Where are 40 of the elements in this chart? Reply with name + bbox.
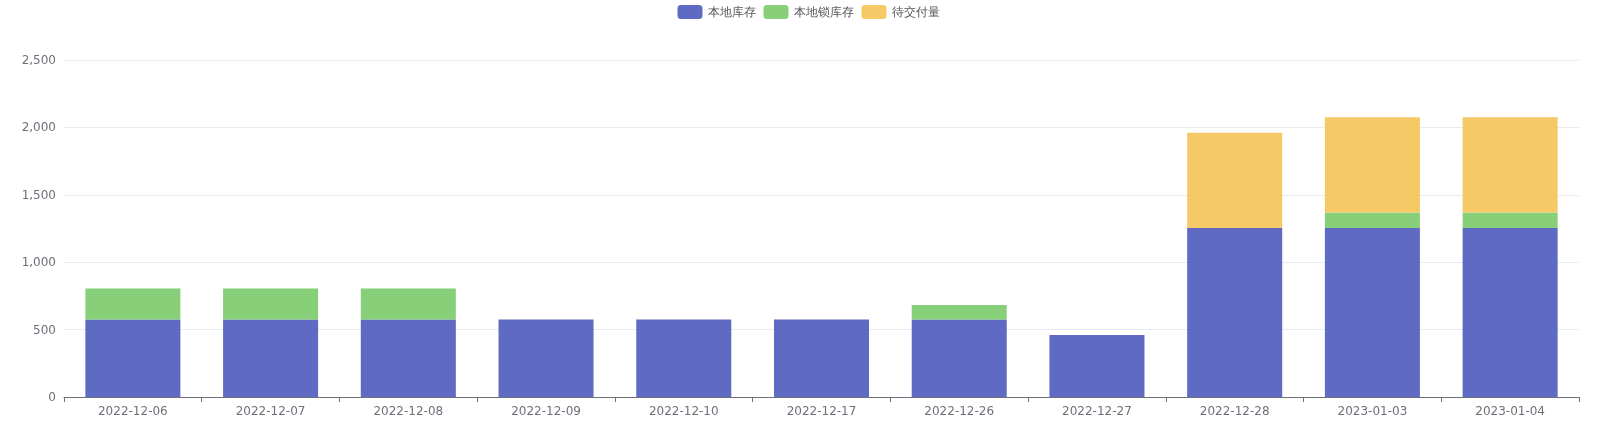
y-tick-label: 0 <box>48 390 56 404</box>
bar <box>636 319 732 397</box>
x-tick-label: 2022-12-28 <box>1199 404 1270 418</box>
bar <box>360 288 456 320</box>
x-tick-label: 2022-12-27 <box>1062 404 1132 418</box>
bar <box>1324 227 1420 397</box>
x-tick-label: 2022-12-10 <box>648 404 719 418</box>
y-tick-label: 1,000 <box>21 255 56 270</box>
bar <box>223 319 319 397</box>
bar <box>773 319 870 397</box>
bar <box>85 319 181 397</box>
bar <box>911 305 1007 320</box>
legend-label: 本地锁库存 <box>793 5 854 19</box>
bar <box>85 288 181 320</box>
y-tick-label: 1,500 <box>21 187 56 202</box>
bar <box>1324 117 1420 213</box>
y-tick-label: 500 <box>33 322 56 337</box>
bar <box>1049 334 1145 397</box>
x-tick-label: 2023-01-03 <box>1337 404 1408 418</box>
legend-label: 待交付量 <box>891 5 940 19</box>
x-tick-label: 2022-12-07 <box>235 404 306 418</box>
bar <box>223 288 319 320</box>
bar <box>1187 132 1283 228</box>
bar <box>1324 212 1420 228</box>
x-tick-label: 2022-12-17 <box>786 404 857 418</box>
y-tick-label: 2,000 <box>21 120 56 135</box>
bar <box>1462 117 1558 213</box>
x-tick-label: 2023-01-04 <box>1475 404 1546 418</box>
bar <box>498 319 594 397</box>
x-tick-label: 2022-12-09 <box>511 404 581 418</box>
y-tick-label: 2,500 <box>21 53 56 67</box>
bar <box>911 319 1007 397</box>
bar <box>1187 227 1283 397</box>
bar <box>1462 212 1558 228</box>
bar <box>1462 227 1558 397</box>
bar <box>360 319 456 397</box>
x-tick-label: 2022-12-06 <box>97 404 168 418</box>
legend-label: 本地库存 <box>707 5 756 19</box>
x-tick-label: 2022-12-08 <box>373 404 444 418</box>
x-tick-label: 2022-12-26 <box>924 404 995 418</box>
